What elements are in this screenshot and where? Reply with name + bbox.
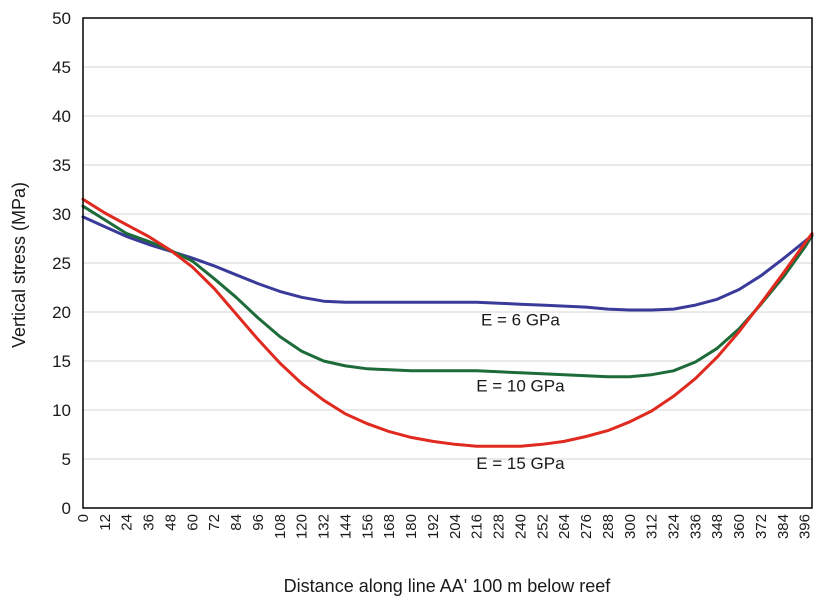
- y-tick-label: 10: [52, 401, 71, 420]
- x-tick-label: 120: [294, 514, 311, 539]
- x-tick-label: 0: [75, 514, 92, 522]
- x-tick-label: 144: [337, 514, 354, 539]
- x-tick-label: 180: [403, 514, 420, 539]
- x-tick-label: 324: [665, 514, 682, 539]
- x-tick-label: 48: [162, 514, 179, 531]
- x-tick-label: 396: [797, 514, 814, 539]
- y-tick-label: 0: [62, 499, 71, 518]
- series-annotation: E = 10 GPa: [476, 376, 565, 395]
- x-tick-label: 348: [709, 514, 726, 539]
- y-tick-label: 25: [52, 254, 71, 273]
- y-tick-label: 35: [52, 156, 71, 175]
- y-tick-label: 30: [52, 205, 71, 224]
- y-tick-label: 15: [52, 352, 71, 371]
- x-tick-label: 36: [141, 514, 158, 531]
- x-tick-label: 192: [425, 514, 442, 539]
- x-tick-label: 24: [119, 514, 136, 531]
- x-tick-label: 336: [687, 514, 704, 539]
- x-tick-label: 264: [556, 514, 573, 539]
- x-tick-label: 84: [228, 514, 245, 531]
- x-tick-label: 228: [491, 514, 508, 539]
- x-tick-label: 12: [97, 514, 114, 531]
- x-tick-label: 132: [316, 514, 333, 539]
- series-annotations: E = 6 GPa E = 10 GPa E = 15 GPa: [476, 311, 565, 473]
- y-tick-label: 20: [52, 303, 71, 322]
- x-tick-label: 216: [469, 514, 486, 539]
- series-annotation: E = 15 GPa: [476, 454, 565, 473]
- x-tick-label: 372: [753, 514, 770, 539]
- y-tick-label: 45: [52, 58, 71, 77]
- x-axis-title: Distance along line AA' 100 m below reef: [284, 576, 612, 596]
- plot-frame: [82, 17, 813, 509]
- y-axis-title: Vertical stress (MPa): [9, 182, 29, 348]
- x-tick-label: 168: [381, 514, 398, 539]
- x-tick-label: 252: [534, 514, 551, 539]
- series-line-1: [81, 215, 814, 312]
- x-tick-label: 300: [622, 514, 639, 539]
- x-tick-label: 156: [359, 514, 376, 539]
- x-tick-label: 360: [731, 514, 748, 539]
- y-tick-labels: 0 5 10 15 20 25 30 35 40 45 50: [52, 9, 71, 518]
- y-tick-label: 40: [52, 107, 71, 126]
- x-tick-label: 108: [272, 514, 289, 539]
- gridlines: [83, 66, 812, 460]
- series-annotation: E = 6 GPa: [481, 311, 560, 330]
- series-lines: [81, 197, 814, 448]
- x-tick-label: 288: [600, 514, 617, 539]
- x-tick-label: 384: [775, 514, 792, 539]
- y-tick-label: 5: [62, 450, 71, 469]
- x-tick-label: 60: [184, 514, 201, 531]
- x-tick-label: 72: [206, 514, 223, 531]
- x-tick-label: 312: [644, 514, 661, 539]
- x-tick-label: 204: [447, 514, 464, 539]
- x-tick-label: 276: [578, 514, 595, 539]
- y-tick-label: 50: [52, 9, 71, 28]
- x-tick-label: 96: [250, 514, 267, 531]
- series-line-2: [81, 204, 814, 379]
- series-line-3: [81, 197, 814, 448]
- x-tick-label: 240: [512, 514, 529, 539]
- x-tick-labels: 0 12 24 36 48 60 72 84 96 108 120 132 144 156 168 180 19…: [75, 514, 814, 539]
